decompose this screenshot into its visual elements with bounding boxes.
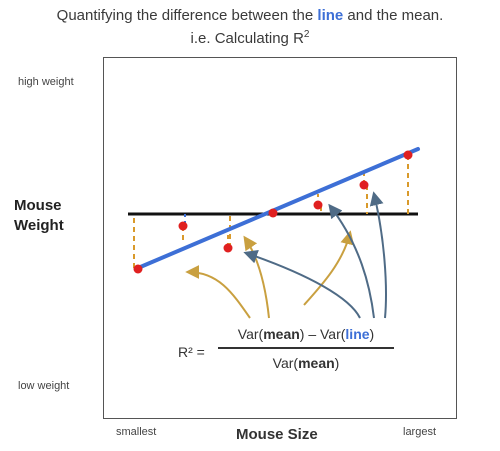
data-point <box>403 150 413 160</box>
data-point <box>359 180 369 190</box>
data-points <box>133 150 413 274</box>
arrow-gold-right-curve <box>303 230 355 306</box>
arrows-gold <box>185 230 355 319</box>
data-point <box>133 264 143 274</box>
arrows-slate <box>243 191 387 319</box>
y-axis-title: Mouse Weight <box>14 197 64 234</box>
formula-denominator: Var(mean) <box>272 355 340 371</box>
formula-numerator: Var(mean) – Var(line) <box>237 326 375 342</box>
data-point <box>268 208 278 218</box>
y-axis-top-label: high weight <box>18 76 74 88</box>
arrow-slate-left <box>243 250 361 319</box>
data-point <box>223 243 233 253</box>
arrow-slate-right <box>369 191 387 319</box>
x-axis-title: Mouse Size <box>236 426 318 443</box>
data-point <box>313 200 323 210</box>
title-line-2: i.e. Calculating R2 <box>190 29 310 47</box>
data-point <box>178 221 188 231</box>
fit-line <box>136 147 420 270</box>
y-axis-bottom-label: low weight <box>18 380 70 392</box>
x-axis-right-label: largest <box>403 426 437 438</box>
arrow-gold-left-curve <box>185 265 251 319</box>
x-axis-left-label: smallest <box>116 426 157 438</box>
plot-frame <box>103 57 457 419</box>
fraction-bar <box>218 347 394 349</box>
arrow-gold-vertical <box>243 235 270 319</box>
title-line-1: Quantifying the difference between the l… <box>56 7 444 24</box>
title-highlight-line: line <box>317 7 344 24</box>
formula-lhs: R² = <box>178 344 205 360</box>
diagram-title: Quantifying the difference between the l… <box>0 6 500 48</box>
formula-fraction: Var(mean) – Var(line) Var(mean) <box>218 326 394 371</box>
arrow-slate-middle <box>328 203 375 319</box>
